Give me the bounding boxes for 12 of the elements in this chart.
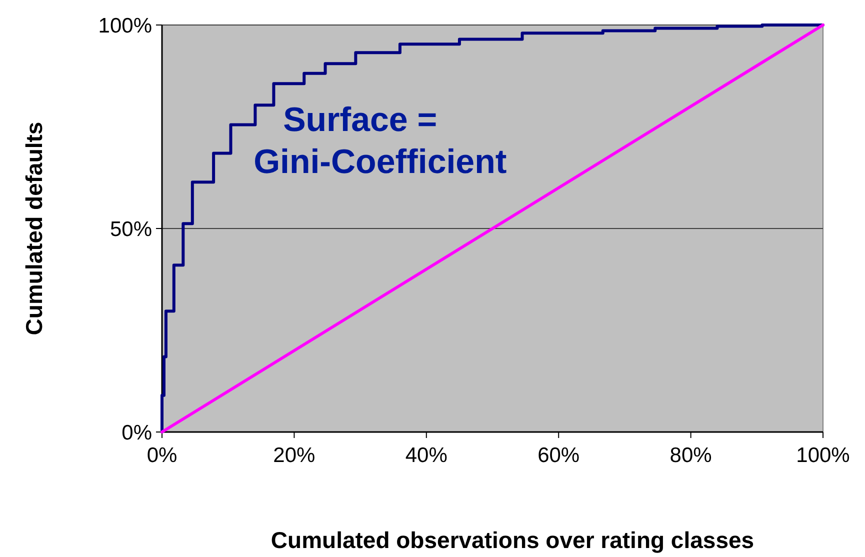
y-tick-label: 0% — [122, 421, 152, 444]
x-tick-label: 40% — [405, 444, 448, 467]
y-axis-title: Cumulated defaults — [21, 122, 47, 336]
y-tick-label: 100% — [98, 14, 152, 38]
y-tick-label: 50% — [110, 218, 152, 241]
annotation: Surface = Gini-Coefficient — [254, 100, 507, 181]
x-tick-label: 80% — [670, 444, 712, 467]
x-tick-label: 60% — [538, 444, 580, 467]
x-axis-title: Cumulated observations over rating classes — [270, 527, 754, 553]
x-tick-label: 0% — [146, 444, 178, 467]
x-tick-label: 100% — [796, 444, 850, 467]
x-tick-label: 20% — [273, 444, 316, 467]
